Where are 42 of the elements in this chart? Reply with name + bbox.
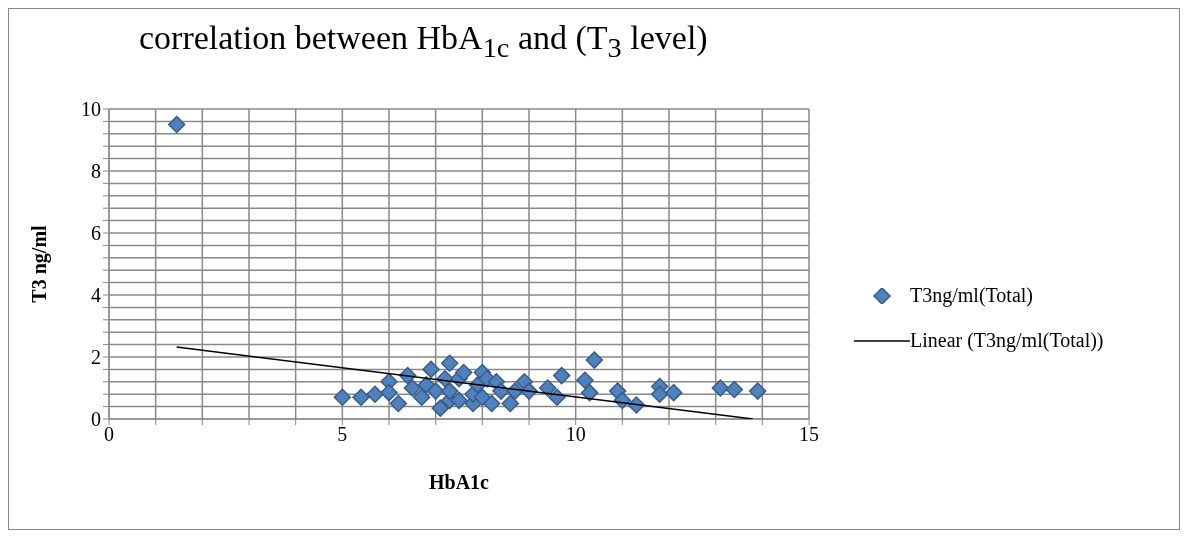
- point: [426, 382, 445, 400]
- point: [412, 388, 431, 407]
- point: [473, 388, 492, 407]
- point: [501, 394, 520, 413]
- x-tick-label: 10: [565, 423, 586, 446]
- point: [440, 354, 459, 372]
- point: [333, 388, 352, 407]
- point: [576, 371, 594, 389]
- point: [711, 379, 730, 397]
- y-tick-label: 0: [91, 408, 101, 431]
- point: [403, 379, 422, 397]
- point: [580, 383, 599, 402]
- point: [450, 391, 468, 410]
- point: [482, 394, 501, 413]
- point: [585, 351, 604, 369]
- point: [352, 388, 370, 407]
- point: [650, 385, 669, 403]
- point: [552, 366, 571, 385]
- y-tick-label: 8: [91, 160, 101, 183]
- point: [422, 360, 440, 379]
- x-tick-label: 15: [799, 423, 819, 446]
- y-tick-label: 4: [91, 284, 101, 307]
- point: [440, 382, 459, 400]
- point: [538, 379, 557, 397]
- point: [380, 383, 398, 402]
- x-tick-label: 5: [337, 423, 348, 446]
- point: [431, 399, 450, 417]
- chart-title: correlation between HbA$_{1c}$ and (T$_{3}$ level): [139, 19, 708, 64]
- y-tick-label: 2: [91, 346, 101, 369]
- point: [725, 380, 744, 399]
- y-axis-title: T3 ng/ml: [28, 224, 52, 303]
- point: [366, 385, 384, 403]
- point: [167, 115, 186, 134]
- y-tick-label: 6: [91, 222, 101, 245]
- legend-label: T3ng/ml(Total): [910, 284, 1034, 307]
- point: [454, 363, 473, 382]
- point: [389, 394, 408, 413]
- point: [664, 383, 683, 402]
- legend-label: Linear (T3ng/ml(Total)): [910, 329, 1104, 352]
- point: [748, 382, 767, 400]
- y-tick-label: 10: [81, 98, 101, 121]
- x-axis-title: HbA1c: [429, 471, 490, 493]
